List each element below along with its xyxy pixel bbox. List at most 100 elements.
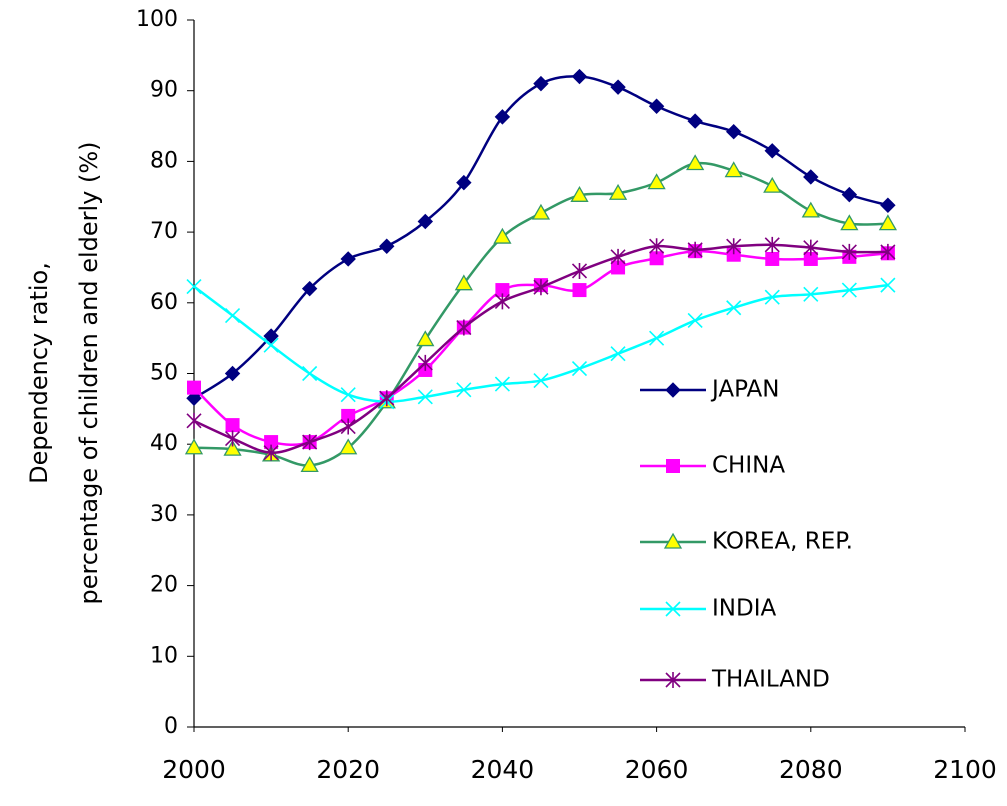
data-point	[765, 251, 780, 266]
data-point	[456, 174, 472, 191]
y-axis-label: percentage of children and elderly (%)	[75, 141, 103, 604]
data-point	[494, 293, 510, 310]
y-tick-label: 60	[150, 290, 178, 315]
y-tick-label: 50	[150, 361, 178, 386]
data-point	[417, 354, 433, 371]
data-point	[224, 365, 241, 382]
data-point	[841, 282, 857, 298]
data-point	[417, 213, 434, 230]
data-point	[533, 373, 549, 389]
data-point	[764, 143, 780, 159]
data-point	[340, 387, 356, 403]
data-point	[649, 238, 665, 255]
data-point	[610, 346, 626, 362]
data-point	[300, 456, 319, 473]
data-point	[647, 173, 666, 190]
data-point	[494, 376, 510, 392]
data-point	[724, 161, 743, 178]
data-point	[416, 330, 435, 347]
x-tick-label: 2000	[162, 755, 226, 784]
data-point	[687, 241, 703, 258]
y-tick-label: 30	[150, 502, 178, 527]
data-point	[302, 434, 318, 451]
x-tick-label: 2100	[933, 755, 997, 784]
data-point	[878, 214, 898, 231]
legend-marker	[665, 601, 681, 617]
data-point	[533, 279, 549, 296]
data-point	[610, 79, 626, 95]
data-point	[340, 251, 356, 267]
data-point	[608, 183, 628, 200]
series-line	[193, 243, 888, 454]
x-tick-label: 2020	[316, 755, 380, 784]
data-point	[880, 277, 896, 293]
data-point	[571, 360, 588, 377]
data-point	[417, 389, 433, 405]
legend-marker	[666, 459, 680, 473]
data-point	[224, 307, 241, 324]
data-point	[456, 382, 472, 398]
x-tick-label: 2060	[625, 755, 689, 784]
data-point	[648, 98, 665, 114]
data-point	[880, 243, 896, 260]
data-point	[687, 312, 703, 329]
data-point	[725, 123, 742, 140]
y-tick-label: 70	[150, 219, 178, 244]
data-point	[570, 186, 589, 202]
data-point	[726, 238, 742, 255]
legend-label: KOREA, REP.	[712, 529, 853, 555]
data-point	[610, 248, 626, 265]
data-point	[571, 262, 588, 279]
data-point	[764, 236, 780, 253]
y-tick-label: 0	[164, 714, 178, 739]
data-point	[880, 197, 896, 213]
data-point	[340, 418, 356, 435]
data-point	[803, 286, 819, 302]
y-axis-label: Dependency ratio,	[25, 262, 53, 484]
y-tick-label: 20	[150, 573, 178, 598]
data-point	[764, 289, 780, 305]
data-point	[841, 186, 858, 203]
legend-label: JAPAN	[710, 377, 779, 403]
data-point	[572, 283, 587, 298]
legend-label: CHINA	[712, 453, 785, 479]
y-tick-label: 40	[150, 431, 178, 456]
y-tick-label: 90	[150, 78, 178, 103]
legend-marker	[665, 382, 681, 398]
x-tick-label: 2080	[779, 755, 843, 784]
data-point	[454, 274, 473, 291]
y-tick-label: 100	[136, 7, 178, 32]
data-point	[186, 412, 202, 429]
data-point	[223, 439, 242, 456]
data-point	[841, 243, 857, 260]
data-point	[379, 390, 395, 407]
data-point	[379, 238, 395, 254]
data-point	[186, 390, 202, 406]
data-point	[726, 300, 742, 316]
data-point	[224, 430, 241, 447]
data-point	[263, 444, 279, 461]
legend-marker	[665, 672, 681, 688]
data-point	[763, 176, 782, 193]
data-point	[686, 154, 705, 171]
data-point	[533, 75, 549, 92]
series-line	[193, 75, 889, 400]
y-tick-label: 10	[150, 643, 178, 668]
data-point	[840, 214, 859, 231]
data-point	[687, 113, 703, 129]
data-point	[302, 365, 318, 382]
data-point	[494, 109, 511, 125]
data-point	[803, 239, 819, 256]
legend-marker	[663, 532, 683, 549]
data-point	[801, 201, 820, 218]
x-tick-label: 2040	[471, 755, 535, 784]
data-point	[339, 438, 358, 455]
data-point	[803, 169, 819, 185]
data-point	[531, 203, 551, 220]
data-point	[493, 227, 512, 244]
legend-label: INDIA	[712, 596, 776, 622]
legend-label: THAILAND	[711, 667, 830, 693]
data-point	[571, 68, 588, 85]
data-point	[263, 337, 279, 353]
